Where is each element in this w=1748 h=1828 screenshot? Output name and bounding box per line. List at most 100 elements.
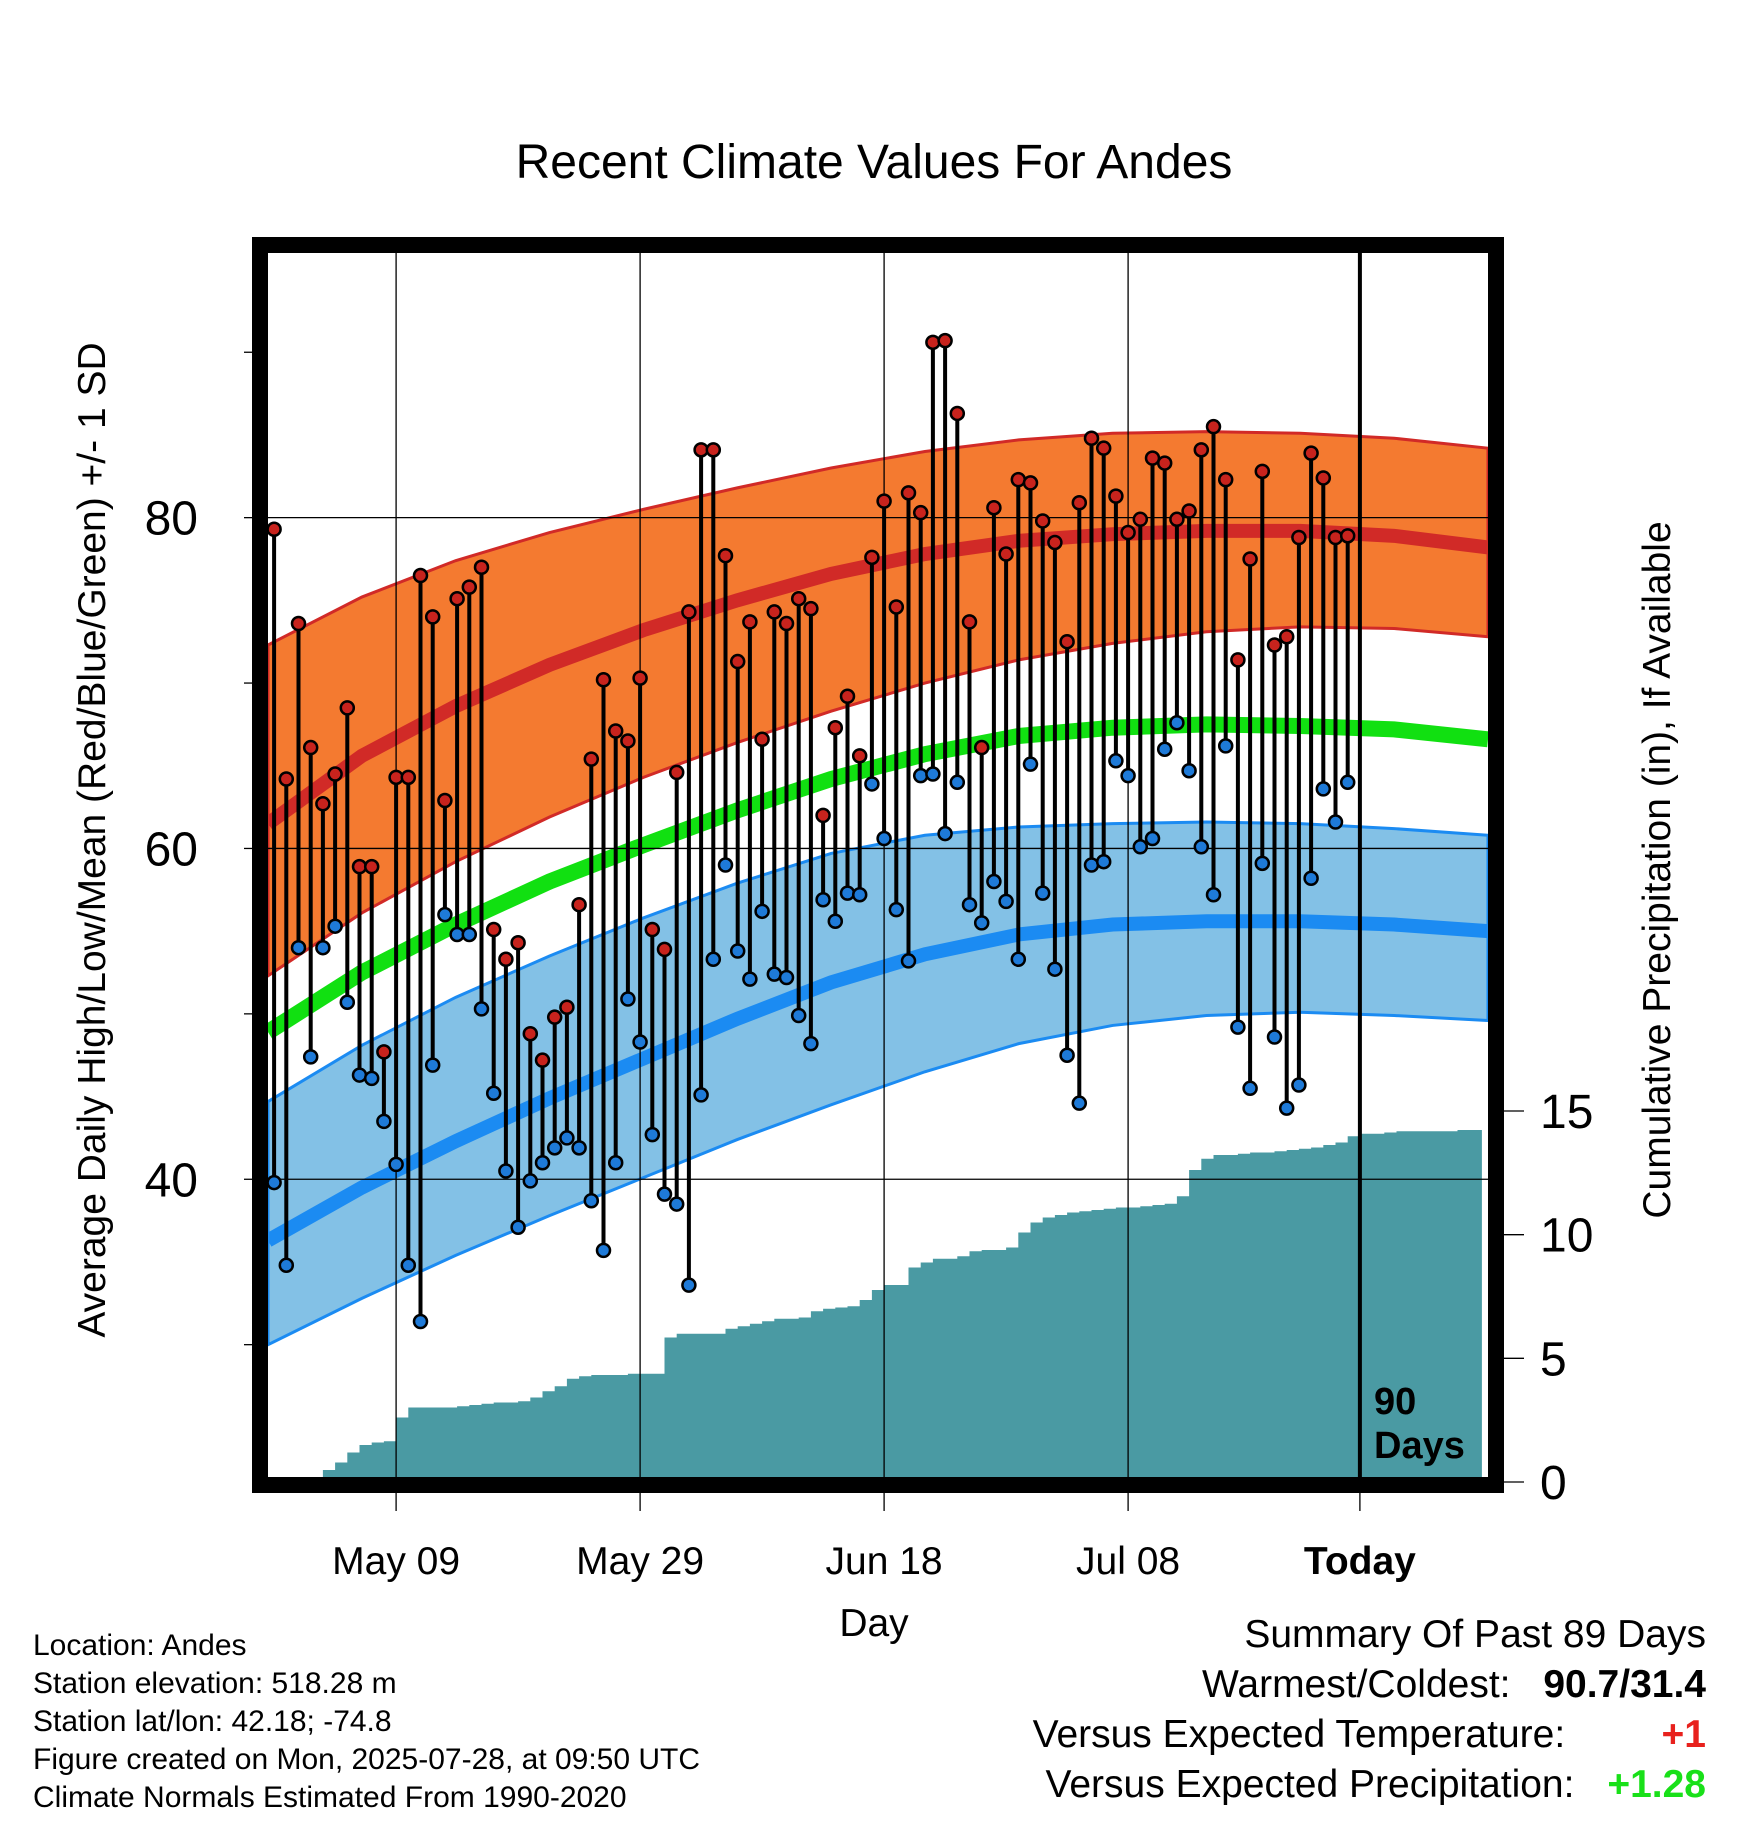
precip-label: Versus Expected Precipitation: bbox=[1045, 1763, 1575, 1806]
y-tick-label: 80 bbox=[145, 493, 198, 546]
daily-low-point bbox=[693, 1087, 709, 1103]
daily-high-point bbox=[1083, 430, 1100, 447]
daily-high-point bbox=[315, 796, 331, 812]
x-tick-label: May 09 bbox=[332, 1540, 460, 1583]
daily-low-point bbox=[998, 893, 1014, 910]
daily-low-point bbox=[1059, 1047, 1075, 1063]
daily-high-point bbox=[729, 653, 746, 670]
temp-value: +1 bbox=[1661, 1713, 1706, 1756]
daily-high-point bbox=[778, 615, 795, 632]
daily-low-point bbox=[400, 1257, 417, 1274]
precipitation-area bbox=[261, 1130, 1482, 1485]
daily-low-point bbox=[644, 1126, 661, 1143]
daily-low-point bbox=[742, 971, 758, 987]
daily-low-point bbox=[803, 1035, 819, 1052]
today-note-days: Days bbox=[1374, 1425, 1465, 1467]
daily-low-point bbox=[388, 1156, 404, 1173]
y2-axis-label: Cumulative Precipitation (in), If Availa… bbox=[1636, 521, 1679, 1218]
daily-low-point bbox=[315, 939, 331, 956]
daily-high-point bbox=[1339, 528, 1356, 544]
daily-low-point bbox=[510, 1219, 526, 1235]
daily-high-point bbox=[973, 739, 990, 756]
daily-low-point bbox=[949, 774, 966, 791]
daily-high-point bbox=[766, 604, 783, 620]
daily-high-point bbox=[1010, 471, 1027, 488]
daily-high-point bbox=[1120, 524, 1136, 541]
daily-high-point bbox=[339, 700, 356, 716]
temp-label: Versus Expected Temperature: bbox=[1032, 1713, 1566, 1756]
daily-low-point bbox=[461, 926, 478, 943]
daily-low-point bbox=[363, 1070, 380, 1087]
daily-high-point bbox=[1022, 475, 1039, 491]
daily-low-point bbox=[1156, 741, 1173, 757]
warm-cold-label: Warmest/Coldest: bbox=[1202, 1663, 1511, 1706]
normal-mean-line bbox=[263, 716, 1489, 1039]
daily-high-point bbox=[278, 771, 295, 787]
y2-tick-label: 5 bbox=[1540, 1333, 1567, 1386]
daily-high-point bbox=[742, 614, 758, 630]
daily-low-point bbox=[546, 1140, 563, 1156]
daily-low-point bbox=[1278, 1100, 1295, 1116]
daily-low-point bbox=[1095, 853, 1112, 870]
daily-high-point bbox=[327, 766, 343, 782]
daily-high-point bbox=[1193, 442, 1210, 458]
latlon-text: Station lat/lon: 42.18; -74.8 bbox=[33, 1705, 392, 1738]
daily-high-point bbox=[1266, 637, 1283, 653]
daily-low-point bbox=[1217, 738, 1234, 754]
location-text: Location: Andes bbox=[33, 1629, 247, 1662]
daily-high-point bbox=[376, 1044, 392, 1060]
y-axis-label: Average Daily High/Low/Mean (Red/Blue/Gr… bbox=[71, 342, 114, 1337]
normal-low-line bbox=[264, 914, 1489, 1247]
daily-high-point bbox=[412, 567, 429, 584]
y-tick-label: 40 bbox=[145, 1154, 198, 1207]
daily-high-point bbox=[986, 499, 1002, 516]
daily-low-point bbox=[827, 913, 844, 929]
daily-high-point bbox=[461, 579, 478, 595]
y2-tick-label: 0 bbox=[1540, 1457, 1567, 1510]
temp-row: Versus Expected Temperature: +1 bbox=[1033, 1710, 1706, 1760]
daily-low-point bbox=[1071, 1095, 1088, 1111]
daily-high-point bbox=[949, 405, 966, 422]
daily-high-point bbox=[290, 615, 307, 632]
daily-high-point bbox=[1071, 495, 1088, 511]
daily-high-point bbox=[534, 1052, 551, 1068]
daily-high-point bbox=[1095, 440, 1112, 456]
daily-low-point bbox=[973, 915, 990, 931]
daily-low-point bbox=[1230, 1019, 1246, 1035]
daily-high-point bbox=[583, 751, 600, 767]
daily-low-point bbox=[1034, 885, 1051, 901]
daily-low-point bbox=[937, 825, 953, 842]
daily-low-point bbox=[559, 1130, 575, 1146]
daily-high-point bbox=[1181, 503, 1197, 519]
daily-low-point bbox=[376, 1113, 392, 1130]
precipitation-area-layer bbox=[261, 1130, 1482, 1485]
daily-low-point bbox=[583, 1193, 600, 1209]
daily-low-point bbox=[961, 896, 978, 913]
daily-high-point bbox=[1315, 470, 1332, 486]
daily-range-stems-layer bbox=[272, 340, 1350, 1322]
daily-low-point bbox=[1266, 1029, 1283, 1045]
precip-value: +1.28 bbox=[1607, 1763, 1706, 1806]
daily-high-point bbox=[912, 504, 929, 521]
daily-low-point bbox=[607, 1154, 624, 1171]
daily-low-point bbox=[876, 830, 892, 847]
precip-row: Versus Expected Precipitation: +1.28 bbox=[1033, 1760, 1707, 1810]
daily-high-point bbox=[1242, 551, 1258, 567]
daily-dots-layer bbox=[266, 332, 1356, 1330]
daily-low-point bbox=[668, 1196, 685, 1212]
daily-low-point bbox=[1254, 855, 1271, 872]
daily-low-point bbox=[498, 1163, 514, 1179]
x-tick-label: Jul 08 bbox=[1076, 1540, 1180, 1583]
daily-high-point bbox=[498, 951, 514, 968]
daily-low-point bbox=[1242, 1080, 1258, 1097]
daily-high-point bbox=[400, 769, 417, 786]
daily-high-point bbox=[559, 999, 575, 1015]
today-note: 90 bbox=[1374, 1381, 1416, 1423]
daily-low-point bbox=[1132, 839, 1149, 855]
daily-high-point bbox=[705, 442, 722, 458]
daily-high-point bbox=[1132, 511, 1149, 528]
daily-low-point bbox=[888, 901, 905, 918]
daily-high-point bbox=[937, 332, 953, 349]
daily-high-point bbox=[754, 731, 770, 748]
